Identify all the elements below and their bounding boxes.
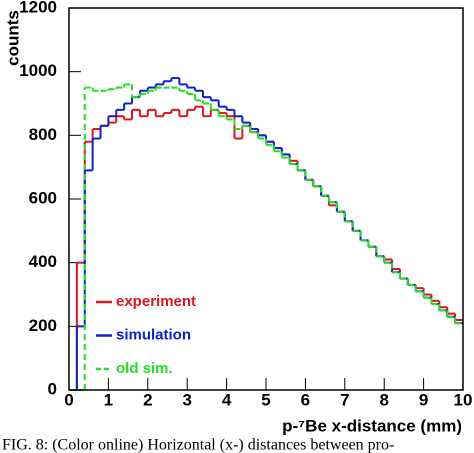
y-axis-label: counts [3, 10, 22, 66]
x-tick-label: 8 [379, 390, 388, 409]
x-tick-label: 3 [182, 390, 191, 409]
y-tick-label: 1200 [19, 0, 57, 16]
legend-label: old sim. [116, 360, 173, 377]
x-tick-label: 10 [454, 390, 473, 409]
x-axis-label: p-⁷Be x-distance (mm) [282, 416, 462, 435]
y-tick-label: 200 [29, 316, 57, 335]
y-tick-label: 1000 [19, 61, 57, 80]
x-tick-label: 1 [104, 390, 113, 409]
y-tick-label: 400 [29, 252, 57, 271]
legend-label: experiment [116, 293, 196, 310]
x-tick-label: 5 [261, 390, 270, 409]
x-tick-label: 0 [64, 390, 73, 409]
caption: FIG. 8: (Color online) Horizontal (x-) d… [2, 437, 394, 453]
y-tick-label: 800 [29, 125, 57, 144]
x-tick-label: 4 [222, 390, 232, 409]
x-tick-label: 7 [340, 390, 349, 409]
y-tick-label: 0 [48, 379, 57, 398]
x-tick-label: 2 [143, 390, 152, 409]
legend-label: simulation [116, 326, 191, 343]
y-tick-label: 600 [29, 188, 57, 207]
x-tick-label: 6 [301, 390, 310, 409]
x-tick-label: 9 [419, 390, 428, 409]
plot-frame [68, 7, 464, 391]
